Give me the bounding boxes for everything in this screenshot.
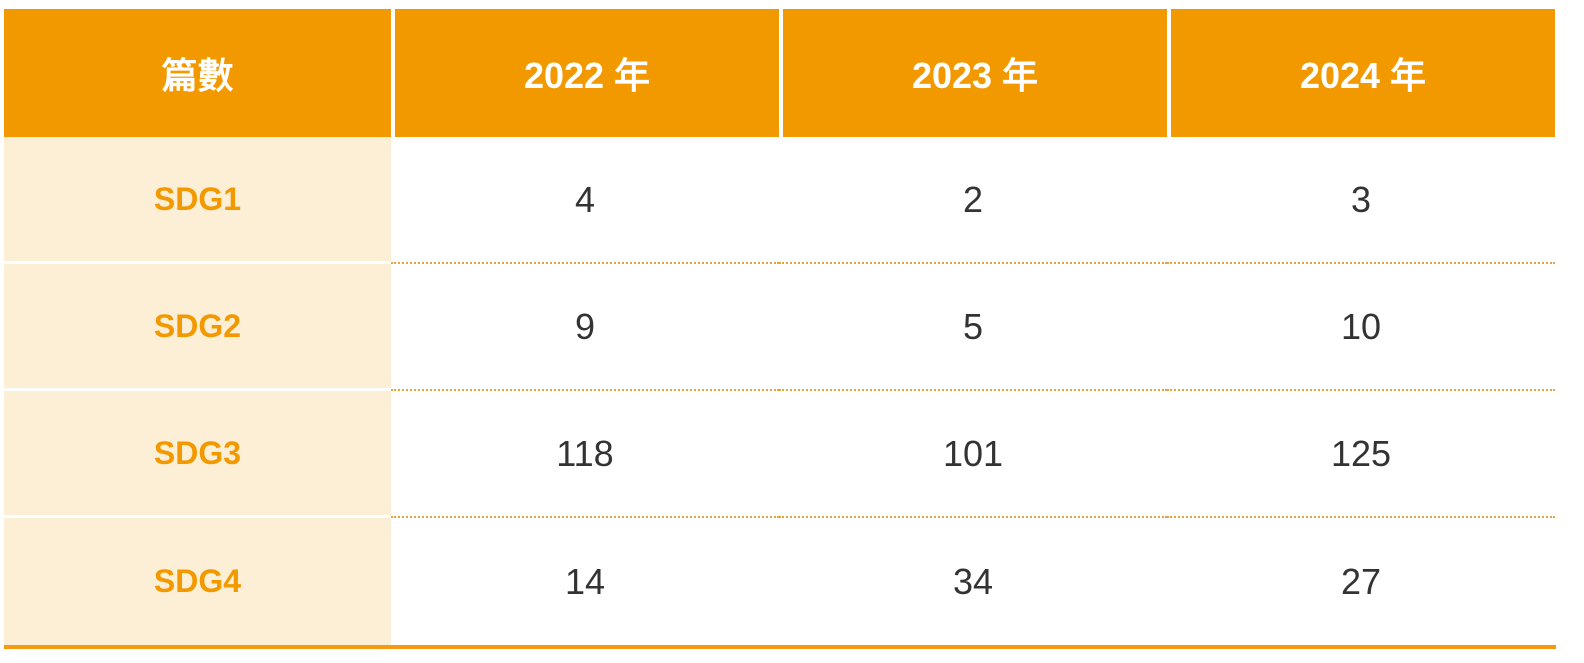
- table-cell: 4: [391, 137, 779, 264]
- table-cell: 10: [1167, 264, 1555, 391]
- table-row: SDG1 4 2 3: [4, 137, 1556, 264]
- row-label: SDG3: [4, 391, 391, 518]
- table-cell: 125: [1167, 391, 1555, 518]
- table-cell: 9: [391, 264, 779, 391]
- header-row: 篇數 2022 年 2023 年 2024 年: [4, 9, 1556, 137]
- row-label: SDG2: [4, 264, 391, 391]
- header-cell: 篇數: [4, 9, 391, 137]
- table-row: SDG4 14 34 27: [4, 518, 1556, 645]
- header-cell: 2022 年: [395, 9, 779, 137]
- row-label: SDG4: [4, 518, 391, 645]
- table-cell: 34: [952, 560, 994, 602]
- table-bottom-border: [4, 645, 1556, 649]
- table-cell: 5: [779, 264, 1167, 391]
- header-cell: 2024 年: [1171, 9, 1555, 137]
- table-cell: 101: [779, 391, 1167, 518]
- table-cell: 2: [779, 137, 1167, 264]
- table-row: SDG2 9 5 10: [4, 264, 1556, 391]
- table-cell: 27: [1340, 560, 1382, 602]
- table-row: SDG3 118 101 125: [4, 391, 1556, 518]
- row-label: SDG1: [4, 137, 391, 264]
- table-cell: 118: [391, 391, 779, 518]
- sdg-table: 篇數 2022 年 2023 年 2024 年 SDG1 4 2 3 SDG2 …: [4, 9, 1556, 649]
- table-cell: 3: [1167, 137, 1555, 264]
- table-cell: 14: [564, 560, 606, 602]
- header-cell: 2023 年: [783, 9, 1167, 137]
